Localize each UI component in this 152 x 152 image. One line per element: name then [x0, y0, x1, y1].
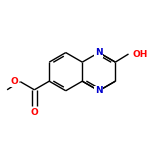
Text: N: N	[95, 48, 103, 57]
Text: N: N	[95, 86, 103, 95]
Text: O: O	[10, 77, 18, 86]
Text: O: O	[31, 108, 38, 117]
Text: OH: OH	[133, 50, 148, 59]
